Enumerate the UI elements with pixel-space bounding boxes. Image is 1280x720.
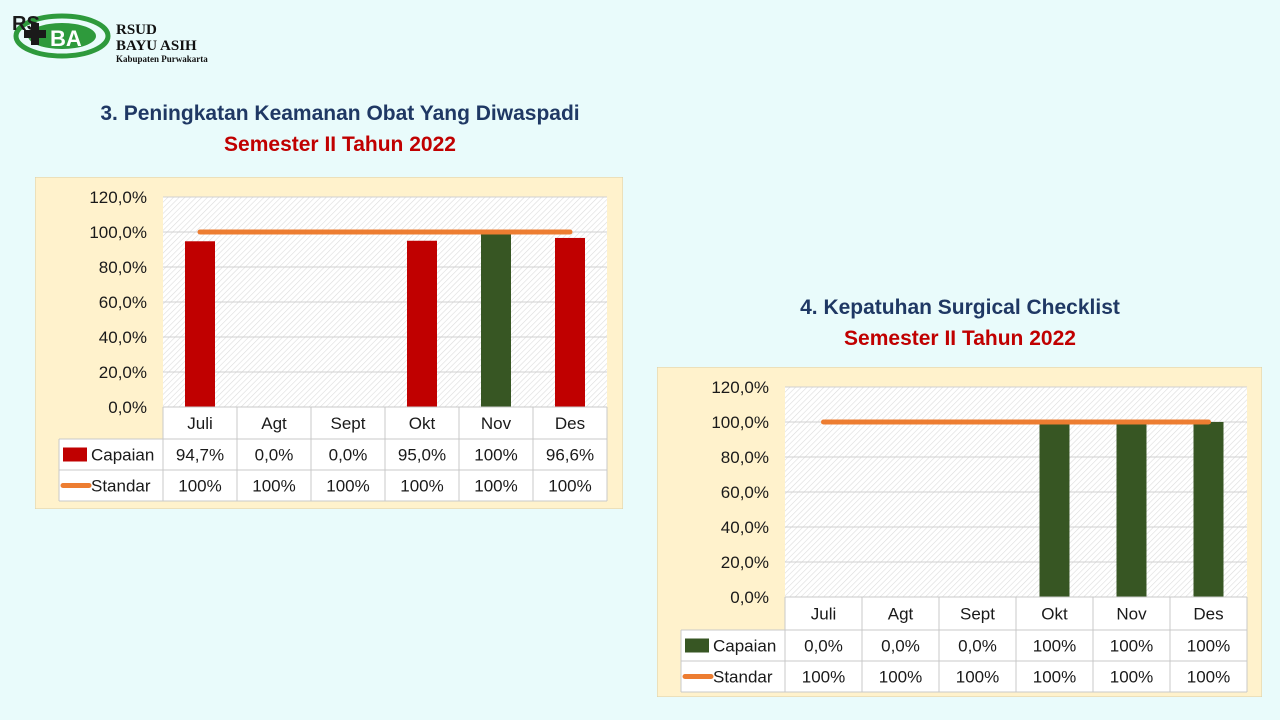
chart1-heading: 3. Peningkatan Keamanan Obat Yang Diwasp… — [40, 98, 640, 160]
chart2-y-tick-label: 40,0% — [721, 518, 769, 537]
chart1-y-tick-label: 80,0% — [99, 258, 147, 277]
chart1-x-tick-label: Nov — [481, 414, 512, 433]
chart1-standar-value: 100% — [178, 477, 221, 496]
svg-text:BA: BA — [50, 26, 82, 51]
chart2-x-tick-label: Sept — [960, 605, 995, 624]
chart2: 0,0% 20,0% 40,0% 60,0% 80,0% 100,0% 120,0% Juli… — [657, 367, 1262, 697]
chart2-x-tick-label: Nov — [1116, 605, 1147, 624]
chart1-y-tick-label: 120,0% — [89, 188, 147, 207]
chart2-x-tick-label: Okt — [1041, 605, 1068, 624]
chart2-capaian-value: 0,0% — [881, 637, 920, 656]
chart1-capaian-value: 0,0% — [329, 446, 368, 465]
chart2-standar-value: 100% — [1033, 668, 1076, 687]
chart1: 0,0% 20,0% 40,0% 60,0% 80,0% 100,0% 120,0% Juli… — [35, 177, 623, 509]
chart2-x-tick-label: Juli — [811, 605, 837, 624]
chart1-legend-capaian-swatch — [63, 447, 87, 462]
chart2-title: 4. Kepatuhan Surgical Checklist — [800, 296, 1120, 319]
logo-line-region: Kabupaten Purwakarta — [116, 54, 208, 64]
chart2-legend-standar-label: Standar — [713, 668, 773, 687]
chart1-bar-okt — [407, 240, 437, 407]
chart1-bar-juli — [185, 241, 215, 407]
chart1-capaian-value: 95,0% — [398, 446, 446, 465]
chart1-standar-value: 100% — [252, 477, 295, 496]
chart2-svg: 0,0% 20,0% 40,0% 60,0% 80,0% 100,0% 120,0% Juli… — [657, 367, 1262, 697]
chart2-standar-value: 100% — [956, 668, 999, 687]
chart2-standar-value: 100% — [802, 668, 845, 687]
chart1-bar-nov — [481, 232, 511, 407]
chart2-y-tick-label: 0,0% — [730, 588, 769, 607]
chart2-bar-okt — [1039, 422, 1070, 597]
chart2-capaian-value: 100% — [1187, 637, 1230, 656]
chart1-capaian-value: 96,6% — [546, 446, 594, 465]
chart1-legend-standar-label: Standar — [91, 477, 151, 496]
chart2-capaian-value: 100% — [1110, 637, 1153, 656]
chart1-standar-value: 100% — [326, 477, 369, 496]
chart2-heading: 4. Kepatuhan Surgical Checklist Semester… — [660, 292, 1260, 354]
chart1-capaian-value: 100% — [474, 446, 517, 465]
chart2-capaian-value: 100% — [1033, 637, 1076, 656]
chart2-capaian-value: 0,0% — [958, 637, 997, 656]
rsba-logo-icon: RS BA — [12, 13, 111, 59]
chart2-legend-capaian-swatch — [685, 638, 709, 653]
chart1-x-tick-label: Juli — [187, 414, 213, 433]
chart1-y-tick-label: 20,0% — [99, 363, 147, 382]
chart1-capaian-value: 0,0% — [255, 446, 294, 465]
hospital-logo: RS BA RSUD BAYU ASIH Kabupaten Purwakart… — [6, 10, 236, 64]
chart1-x-tick-label: Des — [555, 414, 585, 433]
chart2-bar-nov — [1116, 422, 1147, 597]
chart2-subtitle: Semester II Tahun 2022 — [844, 327, 1076, 350]
chart2-standar-value: 100% — [1110, 668, 1153, 687]
chart1-x-tick-label: Okt — [409, 414, 436, 433]
chart2-bar-des — [1193, 422, 1224, 597]
chart2-y-tick-label: 80,0% — [721, 448, 769, 467]
chart1-y-tick-label: 60,0% — [99, 293, 147, 312]
chart2-x-tick-label: Agt — [888, 605, 914, 624]
chart1-bar-des — [555, 237, 585, 407]
chart2-capaian-value: 0,0% — [804, 637, 843, 656]
chart1-legend-capaian-label: Capaian — [91, 446, 154, 465]
chart1-capaian-value: 94,7% — [176, 446, 224, 465]
chart2-standar-value: 100% — [879, 668, 922, 687]
chart2-legend-capaian-label: Capaian — [713, 637, 776, 656]
chart1-x-tick-label: Agt — [261, 414, 287, 433]
chart1-svg: 0,0% 20,0% 40,0% 60,0% 80,0% 100,0% 120,0% Juli… — [35, 177, 623, 509]
chart1-y-tick-label: 0,0% — [108, 398, 147, 417]
chart1-standar-value: 100% — [474, 477, 517, 496]
chart1-standar-value: 100% — [400, 477, 443, 496]
chart1-subtitle: Semester II Tahun 2022 — [224, 133, 456, 156]
chart1-y-tick-label: 40,0% — [99, 328, 147, 347]
chart1-title: 3. Peningkatan Keamanan Obat Yang Diwasp… — [100, 102, 580, 125]
logo-line-name: BAYU ASIH — [116, 38, 197, 54]
chart1-y-tick-label: 100,0% — [89, 223, 147, 242]
chart2-y-tick-label: 60,0% — [721, 483, 769, 502]
chart2-y-tick-label: 100,0% — [711, 413, 769, 432]
logo-line-rsud: RSUD — [116, 22, 157, 38]
chart2-y-tick-label: 20,0% — [721, 553, 769, 572]
chart1-standar-value: 100% — [548, 477, 591, 496]
chart1-x-tick-label: Sept — [331, 414, 366, 433]
chart2-x-tick-label: Des — [1193, 605, 1223, 624]
chart2-standar-value: 100% — [1187, 668, 1230, 687]
chart2-y-tick-label: 120,0% — [711, 378, 769, 397]
